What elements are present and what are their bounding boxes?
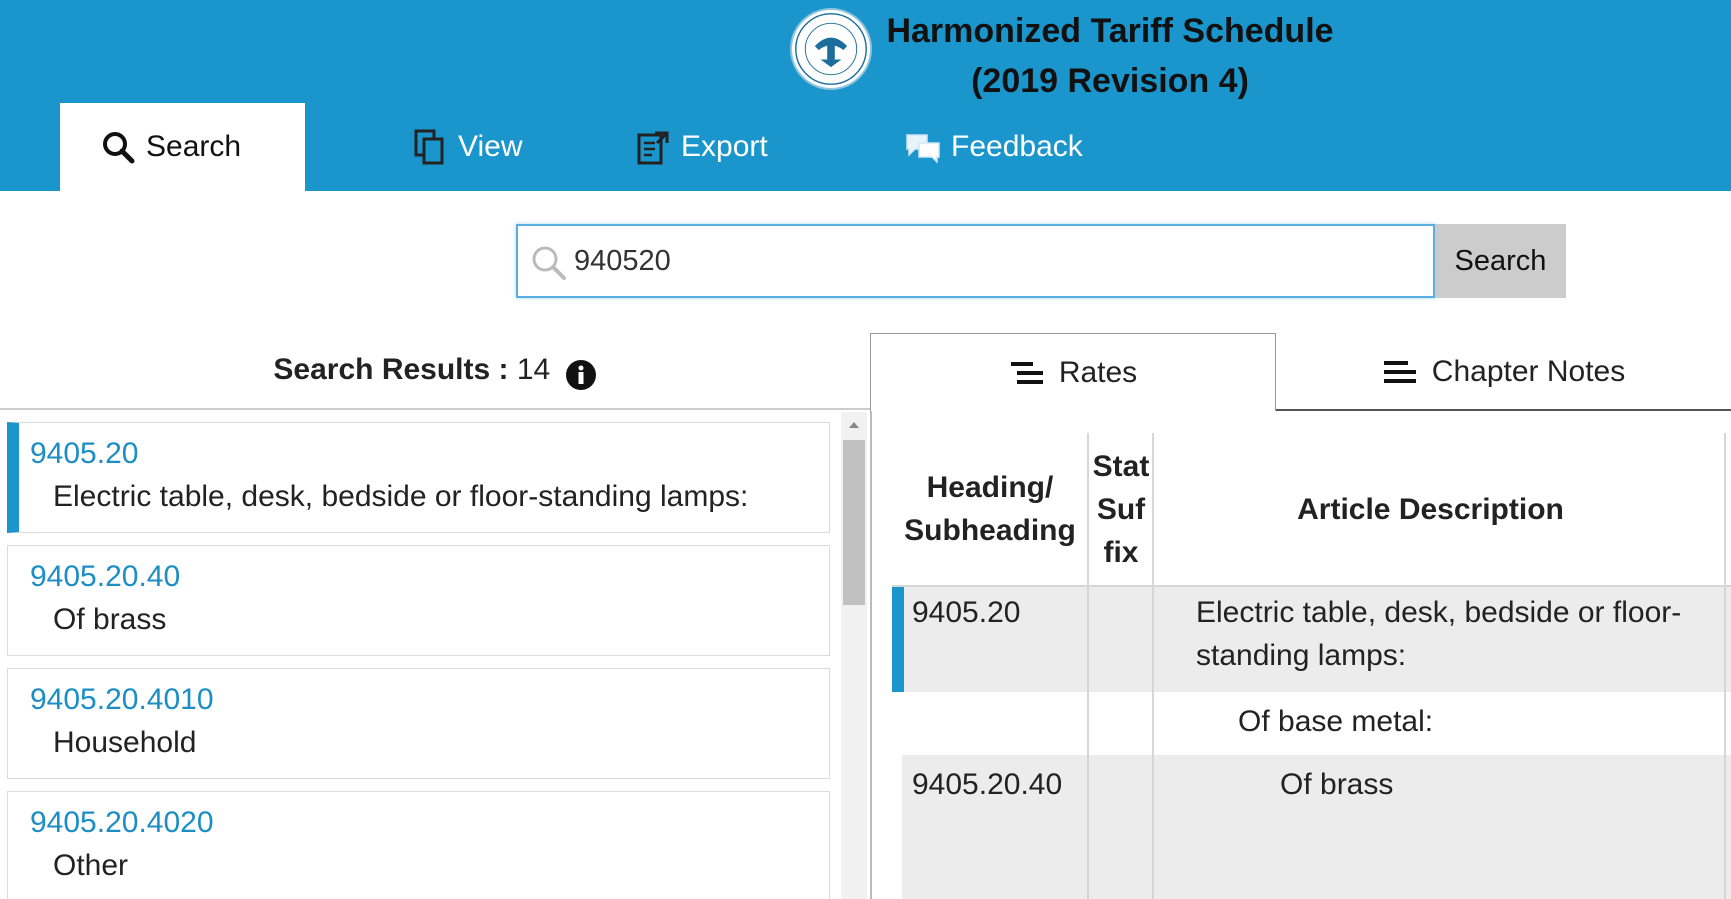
table-row[interactable]: 9405.20.40 Of brass <box>902 755 1731 899</box>
title-line-1: Harmonized Tariff Schedule <box>886 12 1334 50</box>
column-divider <box>1724 433 1726 899</box>
list-icon <box>1009 358 1045 388</box>
tab-chapter-notes[interactable]: Chapter Notes <box>1276 333 1731 411</box>
tab-export-label: Export <box>681 130 768 163</box>
search-results-header: Search Results : 14 <box>0 340 870 410</box>
header-divider <box>892 585 1731 587</box>
result-item[interactable]: 9405.20 Electric table, desk, bedside or… <box>7 422 830 533</box>
column-header-heading-line-1: Heading/ <box>926 471 1054 504</box>
row-heading: 9405.20.40 <box>912 768 1063 801</box>
tab-chapter-notes-label: Chapter Notes <box>1431 355 1626 388</box>
search-input[interactable] <box>574 226 1424 296</box>
row-description: Of base metal: <box>1238 705 1434 738</box>
result-item[interactable]: 9405.20.40 Of brass <box>7 545 830 656</box>
column-header-stat-suffix: Stat Suf fix <box>1088 433 1154 585</box>
app-header: Harmonized Tariff Schedule (2019 Revisio… <box>0 0 1731 191</box>
tab-view[interactable]: View <box>412 103 522 191</box>
column-divider <box>1087 433 1089 899</box>
result-code[interactable]: 9405.20.4020 <box>30 806 214 839</box>
row-description-line-1: Electric table, desk, bedside or floor- <box>1196 596 1682 629</box>
selected-row-marker <box>892 587 904 692</box>
result-code[interactable]: 9405.20.40 <box>30 560 181 593</box>
column-header-article-description-label: Article Description <box>1297 492 1564 526</box>
tab-feedback[interactable]: Feedback <box>905 103 1083 191</box>
column-header-heading: Heading/ Subheading <box>892 433 1088 585</box>
column-header-stat-line-2: Suf <box>1096 492 1146 526</box>
export-icon <box>635 129 671 165</box>
detail-tabs: Rates Chapter Notes <box>870 333 1731 411</box>
usitc-seal-icon <box>790 8 872 90</box>
tab-rates-label: Rates <box>1058 355 1138 389</box>
tab-export[interactable]: Export <box>635 103 768 191</box>
search-button[interactable]: Search <box>1435 224 1566 298</box>
tab-rates[interactable]: Rates <box>870 333 1276 411</box>
search-results-count: 14 <box>516 353 551 386</box>
tab-view-label: View <box>458 130 523 163</box>
comments-icon <box>905 129 941 165</box>
result-description: Electric table, desk, bedside or floor-s… <box>53 480 749 513</box>
menu-icon <box>1382 357 1418 387</box>
tab-search-label: Search <box>146 130 242 163</box>
results-scrollbar[interactable] <box>841 412 867 899</box>
result-description: Of brass <box>53 603 167 636</box>
tab-search[interactable]: Search <box>60 103 305 191</box>
search-results-label: Search Results : <box>273 353 509 386</box>
row-heading: 9405.20 <box>912 596 1021 629</box>
page-title: Harmonized Tariff Schedule (2019 Revisio… <box>880 6 1340 106</box>
search-icon <box>530 244 568 282</box>
row-description-line-2: standing lamps: <box>1196 639 1407 672</box>
detail-panel-border <box>870 411 872 899</box>
rates-table: 9405.20 Electric table, desk, bedside or… <box>892 433 1731 899</box>
copy-icon <box>412 129 448 165</box>
info-icon[interactable] <box>565 352 597 391</box>
search-box <box>516 224 1435 298</box>
search-results-list: 9405.20 Electric table, desk, bedside or… <box>0 412 840 899</box>
column-divider <box>1152 433 1154 899</box>
column-header-stat-line-1: Stat <box>1092 449 1150 483</box>
column-header-heading-line-2: Subheading <box>904 514 1076 547</box>
search-icon <box>100 129 136 165</box>
result-code[interactable]: 9405.20.4010 <box>30 683 214 716</box>
result-code[interactable]: 9405.20 <box>30 437 139 470</box>
result-description: Other <box>53 849 129 882</box>
title-line-2: (2019 Revision 4) <box>971 62 1249 100</box>
scrollbar-thumb[interactable] <box>843 440 865 605</box>
row-description: Of brass <box>1280 768 1394 801</box>
table-row[interactable]: Of base metal: <box>892 692 1731 755</box>
column-header-article-description: Article Description <box>1154 433 1707 585</box>
tab-feedback-label: Feedback <box>951 130 1083 163</box>
result-item[interactable]: 9405.20.4020 Other <box>7 791 830 899</box>
result-description: Household <box>53 726 197 759</box>
column-header-stat-line-3: fix <box>1103 535 1139 569</box>
result-item[interactable]: 9405.20.4010 Household <box>7 668 830 779</box>
table-row[interactable]: 9405.20 Electric table, desk, bedside or… <box>892 587 1731 692</box>
scroll-up-icon[interactable] <box>841 412 867 438</box>
